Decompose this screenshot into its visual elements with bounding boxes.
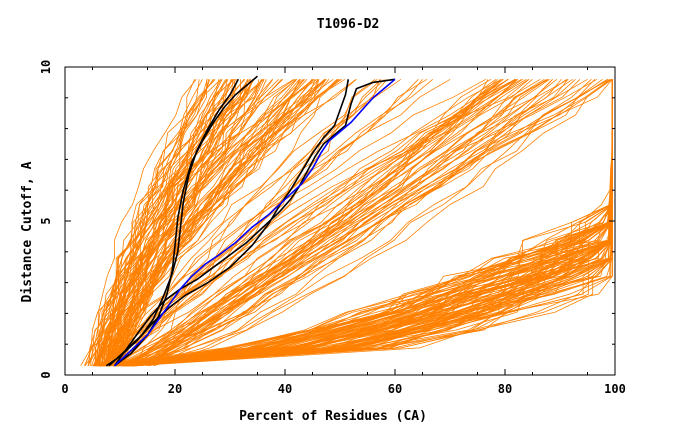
background-series-line — [95, 79, 325, 366]
background-series-line — [112, 79, 301, 367]
y-tick-label: 0 — [39, 371, 53, 378]
background-series-line — [107, 78, 434, 367]
x-axis-label: Percent of Residues (CA) — [239, 409, 427, 424]
background-series-line — [131, 78, 498, 367]
x-tick-label: 100 — [604, 382, 626, 396]
background-series-line — [116, 78, 515, 367]
background-series-line — [106, 79, 388, 366]
background-series-line — [145, 78, 509, 367]
x-axis: 0 20 40 60 80 100 — [61, 67, 626, 396]
background-series-line — [145, 78, 603, 367]
background-series-line — [115, 79, 517, 367]
background-series-line — [105, 78, 346, 366]
background-series-line — [137, 79, 569, 367]
background-series-line — [96, 79, 284, 366]
background-series-line — [126, 79, 581, 367]
background-series-line — [141, 78, 611, 367]
background-series-line — [116, 78, 451, 367]
black-series-line-2 — [114, 75, 259, 367]
background-series-line — [97, 78, 295, 366]
background-series-line — [95, 78, 295, 366]
background-series-line — [91, 79, 246, 366]
background-series-line — [103, 78, 378, 367]
background-series-line — [108, 79, 254, 367]
background-series-line — [96, 79, 229, 366]
x-tick-label: 80 — [498, 382, 512, 396]
background-series-line — [101, 78, 518, 367]
background-series-line — [103, 79, 214, 366]
background-series-line — [106, 79, 265, 366]
background-series-line — [124, 79, 519, 367]
background-series-line — [125, 78, 533, 367]
background-series-line — [110, 79, 327, 366]
background-series-line — [118, 78, 541, 366]
background-series-line — [143, 78, 529, 367]
y-tick-label: 5 — [39, 217, 53, 224]
x-tick-label: 0 — [61, 382, 68, 396]
background-series-line — [131, 78, 509, 367]
background-series-line — [110, 79, 339, 366]
background-series-line — [112, 79, 613, 367]
background-series-line — [104, 78, 326, 366]
background-series-line — [130, 79, 382, 367]
x-tick-label: 20 — [168, 382, 182, 396]
background-series-line — [115, 78, 492, 367]
background-series-line — [84, 79, 228, 366]
background-series-line — [111, 78, 334, 367]
chart-title: T1096-D2 — [317, 17, 380, 32]
background-series-line — [103, 79, 267, 366]
background-series-line — [106, 79, 216, 366]
background-series-line — [117, 78, 608, 367]
black-series-line-3 — [105, 79, 350, 367]
background-series-line — [152, 78, 567, 367]
background-series-line — [149, 79, 553, 367]
background-series-line — [116, 78, 569, 367]
background-series-line — [130, 78, 612, 367]
background-series-line — [109, 78, 517, 367]
black-series-line-4 — [113, 78, 396, 367]
x-tick-label: 60 — [388, 382, 402, 396]
y-tick-label: 10 — [39, 60, 53, 74]
background-series-line — [113, 79, 219, 366]
background-series-line — [97, 79, 197, 366]
highlight-series — [105, 75, 396, 367]
background-series-line — [95, 78, 486, 366]
y-axis: 0 5 10 — [39, 60, 615, 379]
background-series-line — [123, 79, 562, 367]
y-axis-label: Distance Cutoff, A — [20, 161, 35, 302]
x-tick-label: 40 — [278, 382, 292, 396]
background-series-line — [106, 79, 238, 366]
background-series-line — [150, 78, 530, 367]
blue-series-line — [113, 78, 396, 367]
background-series-line — [93, 79, 208, 367]
